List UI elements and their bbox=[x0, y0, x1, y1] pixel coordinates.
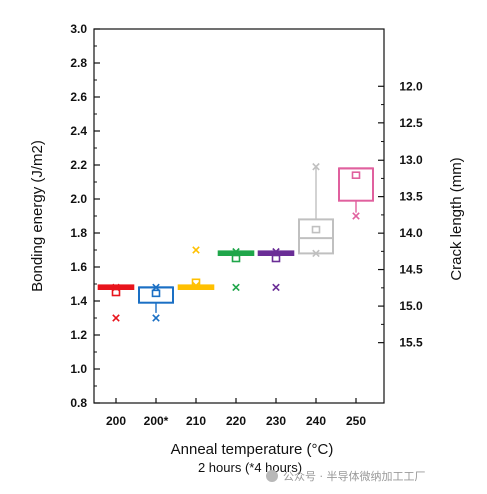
x-tick-label: 220 bbox=[226, 414, 246, 428]
outlier-marker bbox=[272, 247, 280, 256]
x-axis-title: Anneal temperature (°C) bbox=[171, 441, 334, 458]
outlier-marker bbox=[352, 212, 360, 220]
box-group bbox=[177, 246, 215, 291]
box-group bbox=[217, 247, 255, 292]
watermark: 公众号 · 半导体微纳加工工厂 bbox=[266, 469, 426, 483]
y-axis-title-right: Crack length (mm) bbox=[448, 157, 465, 280]
right-tick-label: 15.0 bbox=[399, 299, 423, 313]
box-body bbox=[338, 167, 374, 202]
outlier-marker bbox=[112, 314, 120, 322]
left-tick-label: 3.0 bbox=[70, 22, 87, 36]
x-tick-label: 200* bbox=[144, 414, 169, 428]
watermark-text: 公众号 · 半导体微纳加工工厂 bbox=[283, 469, 426, 483]
outlier-marker bbox=[232, 247, 240, 256]
left-tick-label: 2.4 bbox=[70, 124, 87, 138]
box-group bbox=[138, 283, 174, 322]
outlier-marker bbox=[312, 249, 320, 258]
left-tick-label: 1.4 bbox=[70, 294, 87, 308]
right-tick-label: 13.5 bbox=[399, 190, 423, 204]
left-tick-label: 2.2 bbox=[70, 158, 87, 172]
wechat-icon bbox=[266, 470, 278, 482]
right-tick-label: 12.5 bbox=[399, 116, 423, 130]
left-tick-label: 2.6 bbox=[70, 90, 87, 104]
x-tick-label: 230 bbox=[266, 414, 286, 428]
right-axis: 12.0 12.5 13.0 13.5 14.0 14.5 15.0 15.5 bbox=[378, 79, 423, 350]
mean-marker bbox=[151, 289, 161, 298]
left-tick-label: 0.8 bbox=[70, 396, 87, 410]
outlier-marker bbox=[192, 281, 200, 290]
outlier-marker bbox=[232, 283, 240, 292]
right-tick-label: 15.5 bbox=[399, 336, 423, 350]
x-axis-subtitle: 2 hours (*4 hours) bbox=[198, 460, 302, 475]
x-axis: 200 200* 210 220 230 240 250 bbox=[106, 398, 366, 428]
outlier-marker bbox=[152, 314, 160, 322]
right-tick-label: 14.5 bbox=[399, 263, 423, 277]
box-body bbox=[298, 218, 334, 255]
box-group bbox=[338, 167, 374, 220]
x-tick-label: 250 bbox=[346, 414, 366, 428]
y-axis-title-left: Bonding energy (J/m2) bbox=[29, 140, 46, 292]
mean-marker bbox=[271, 254, 281, 263]
left-tick-label: 2.8 bbox=[70, 56, 87, 70]
x-tick-label: 200 bbox=[106, 414, 126, 428]
box-series bbox=[97, 162, 374, 322]
right-tick-label: 12.0 bbox=[399, 79, 423, 93]
left-tick-label: 2.0 bbox=[70, 192, 87, 206]
left-tick-label: 1.2 bbox=[70, 328, 87, 342]
left-tick-label: 1.6 bbox=[70, 260, 87, 274]
mean-marker bbox=[111, 288, 121, 297]
box-group bbox=[298, 162, 334, 258]
outlier-marker bbox=[152, 283, 160, 292]
left-tick-label: 1.0 bbox=[70, 362, 87, 376]
mean-marker bbox=[311, 225, 321, 234]
left-axis: 0.8 1.0 1.2 1.4 1.6 1.8 2.0 2.2 2.4 2.6 2.8 3.0 bbox=[70, 22, 100, 410]
outlier-marker bbox=[272, 283, 280, 292]
right-tick-label: 13.0 bbox=[399, 153, 423, 167]
right-tick-label: 14.0 bbox=[399, 226, 423, 240]
outlier-marker bbox=[112, 283, 120, 292]
x-tick-label: 240 bbox=[306, 414, 326, 428]
mean-marker bbox=[231, 254, 241, 263]
box-group bbox=[97, 283, 135, 322]
outlier-marker bbox=[192, 246, 200, 254]
plot-frame bbox=[93, 28, 385, 404]
mean-marker bbox=[351, 171, 361, 179]
left-tick-label: 1.8 bbox=[70, 226, 87, 240]
x-tick-label: 210 bbox=[186, 414, 206, 428]
box-group bbox=[257, 247, 295, 292]
outlier-marker bbox=[312, 162, 320, 171]
